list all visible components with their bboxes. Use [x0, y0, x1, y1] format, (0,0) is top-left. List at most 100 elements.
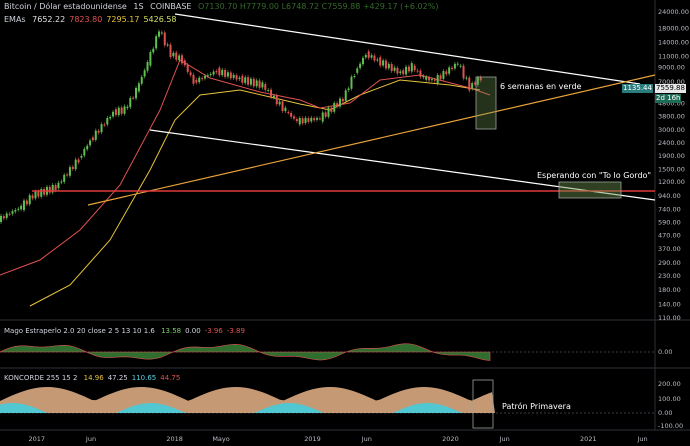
ema-value: 7823.80 [69, 15, 103, 24]
koncorde-tick-label: 0.00 [658, 409, 672, 417]
candle [252, 78, 255, 87]
ema-values: 7652.22 7823.80 7295.17 5426.58 [28, 15, 176, 24]
candle [94, 130, 97, 140]
candle [410, 63, 413, 72]
last-price-tag: 7559.88 [655, 84, 686, 93]
candle [393, 67, 396, 71]
candle [83, 148, 86, 156]
candle [321, 112, 324, 122]
candle [465, 77, 468, 79]
candle [244, 77, 247, 83]
price-tick-label: 4800.00 [658, 99, 685, 107]
candle [267, 90, 270, 92]
candle [109, 116, 112, 119]
ema-line-red [0, 59, 491, 276]
candle [14, 209, 17, 212]
candle [436, 75, 439, 84]
time-tick-label: Jun [361, 435, 372, 443]
candle [189, 72, 192, 76]
annotation-waiting: Esperando con "To lo Gordo" [537, 171, 652, 180]
koncorde-legend[interactable]: KONCORDE 255 15 2 14.96 47.25 110.65 44.75 [4, 374, 180, 383]
candle [350, 76, 353, 89]
candle [373, 55, 376, 61]
candle [341, 98, 344, 102]
candle [212, 71, 215, 75]
candle [126, 106, 129, 108]
koncorde-tick-label: 100.00 [658, 395, 681, 403]
candle [356, 68, 359, 73]
price-tick-label: 180.00 [658, 286, 681, 294]
candle [468, 77, 471, 91]
candle [37, 191, 40, 197]
candle [226, 72, 229, 77]
candle [428, 77, 431, 81]
symbol-name: Bitcoin / Dólar estadounidense [4, 2, 127, 11]
candle [2, 216, 5, 219]
candle [5, 213, 8, 218]
candle [284, 107, 287, 112]
candle [28, 195, 31, 205]
candle [353, 76, 356, 78]
candle [336, 103, 339, 107]
candle [430, 79, 433, 81]
time-tick-label: 2018 [166, 435, 183, 443]
price-tick-label: 740.00 [658, 206, 681, 214]
candle [60, 181, 63, 183]
candle [258, 80, 261, 88]
candle [77, 159, 80, 163]
price-tick-label: 590.00 [658, 219, 681, 227]
koncorde-value: 110.65 [131, 374, 157, 382]
price-tick-label: 140.00 [658, 300, 681, 308]
candle [422, 76, 425, 78]
ema-line-yellow [29, 79, 481, 307]
upper-trendline [174, 13, 641, 85]
candle [413, 65, 416, 71]
candle [20, 205, 23, 210]
candle [382, 60, 385, 66]
candle [203, 75, 206, 79]
ema-legend[interactable]: EMAs 7652.22 7823.80 7295.17 5426.58 [4, 15, 177, 25]
candle [330, 107, 333, 112]
koncorde-values: 14.96 47.25 110.65 44.75 [80, 374, 181, 382]
price-tick-label: 290.00 [658, 259, 681, 267]
candle [232, 74, 235, 78]
candle [364, 55, 367, 58]
candle [103, 124, 106, 126]
candle [215, 71, 218, 73]
support-trendline [87, 74, 656, 206]
candle [301, 118, 304, 124]
ema-value: 5426.58 [143, 15, 177, 24]
candle [462, 65, 465, 79]
candle [224, 70, 227, 77]
candle [114, 109, 117, 115]
mago-legend[interactable]: Mago Estraperlo 2.0 20 close 2 5 13 10 1… [4, 327, 245, 336]
candle [140, 76, 143, 84]
time-tick-label: Jun [637, 435, 648, 443]
candle [146, 62, 149, 71]
candle [89, 140, 92, 146]
candle [195, 80, 198, 83]
candle [112, 111, 115, 117]
koncorde-value: 44.75 [160, 374, 181, 382]
koncorde-tick-label: -100.00 [658, 422, 683, 430]
candle [198, 77, 201, 83]
candle [474, 82, 477, 85]
candle [270, 89, 273, 98]
waiting-zone-box [558, 181, 622, 199]
time-tick-label: 2021 [580, 435, 597, 443]
candle [71, 166, 74, 170]
koncorde-value: 14.96 [83, 374, 104, 382]
candle [169, 44, 172, 57]
candle [293, 116, 296, 119]
interval-label[interactable]: 1S [133, 2, 144, 11]
candle [238, 77, 241, 79]
candle [476, 77, 479, 85]
candle [137, 83, 140, 92]
candle [402, 70, 405, 75]
candle [91, 137, 94, 141]
time-tick-label: Jun [85, 435, 96, 443]
mago-value: -3.89 [226, 327, 245, 335]
price-tick-label: 11000.00 [658, 52, 689, 60]
